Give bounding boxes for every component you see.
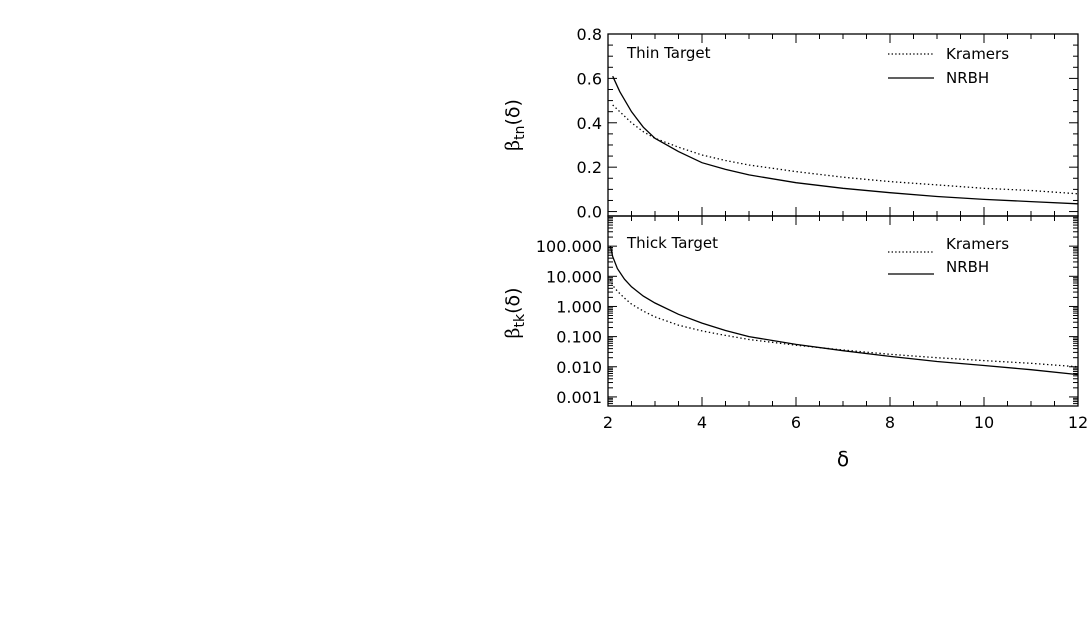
thin-target-series-kramers (612, 104, 1079, 195)
thick-target-series-nrbh (609, 246, 1079, 376)
thick-target-legend-kramers-label: Kramers (946, 235, 1009, 253)
thin-target-legend-nrbh-label: NRBH (946, 69, 989, 87)
thin-target-y-label-main: β (502, 140, 524, 151)
thick-target-y-tick-label: 10.000 (546, 267, 602, 286)
thick-target-y-tick-labels: 0.001 0.010 0.100 1.000 10.000 100.000 (536, 237, 602, 407)
thick-target-y-tick-label: 0.001 (556, 388, 602, 407)
thick-target-panel: 0.001 0.010 0.100 1.000 10.000 100.000 2 4 6 8 10… (502, 215, 1088, 471)
thick-target-x-tick-label: 6 (791, 413, 801, 432)
thick-target-series (609, 246, 1079, 376)
thick-target-y-tick-label: 100.000 (536, 237, 602, 256)
thin-target-legend: Kramers NRBH (888, 45, 1009, 87)
thin-target-y-tick-label: 0.6 (577, 69, 602, 88)
thick-target-y-label-main: β (502, 328, 524, 339)
thin-target-ticks (607, 33, 1079, 216)
thin-target-y-label-sub: tn (512, 126, 528, 140)
thick-target-x-tick-label: 12 (1068, 413, 1088, 432)
thin-target-panel: 0.0 0.2 0.4 0.6 0.8 Thin Target Kramers NRBH… (502, 25, 1079, 222)
thick-target-y-label-tail: (δ) (502, 287, 524, 313)
thin-target-y-tick-label: 0.8 (577, 25, 602, 44)
thick-target-x-tick-label: 4 (697, 413, 707, 432)
thick-target-legend: Kramers NRBH (888, 235, 1009, 276)
thick-target-x-tick-label: 2 (603, 413, 613, 432)
thick-target-x-tick-label: 10 (974, 413, 994, 432)
thick-target-y-tick-label: 0.010 (556, 358, 602, 377)
x-axis-label: δ (837, 447, 849, 471)
thin-target-y-tick-label: 0.2 (577, 158, 602, 177)
thin-target-series (612, 75, 1079, 205)
thick-target-series-kramers (609, 278, 1079, 368)
thin-target-y-axis-label: βtn(δ) (502, 99, 528, 151)
thin-target-y-tick-label: 0.0 (577, 203, 602, 222)
thin-target-y-tick-labels: 0.0 0.2 0.4 0.6 0.8 (577, 25, 602, 222)
thick-target-ticks (607, 216, 1079, 407)
thin-target-series-nrbh (612, 75, 1079, 205)
thick-target-y-label-sub: tk (512, 313, 528, 327)
thick-target-x-tick-label: 8 (885, 413, 895, 432)
thick-target-y-axis-label: βtk(δ) (502, 287, 528, 338)
thick-target-annotation: Thick Target (626, 234, 718, 252)
thin-target-y-label-tail: (δ) (502, 99, 524, 125)
thick-target-legend-nrbh-label: NRBH (946, 258, 989, 276)
thin-target-y-tick-label: 0.4 (577, 114, 602, 133)
thick-target-y-tick-label: 1.000 (556, 297, 602, 316)
thick-target-x-tick-labels: 2 4 6 8 10 12 (603, 413, 1088, 432)
thin-target-annotation: Thin Target (626, 44, 711, 62)
thick-target-y-tick-label: 0.100 (556, 328, 602, 347)
thin-target-legend-kramers-label: Kramers (946, 45, 1009, 63)
